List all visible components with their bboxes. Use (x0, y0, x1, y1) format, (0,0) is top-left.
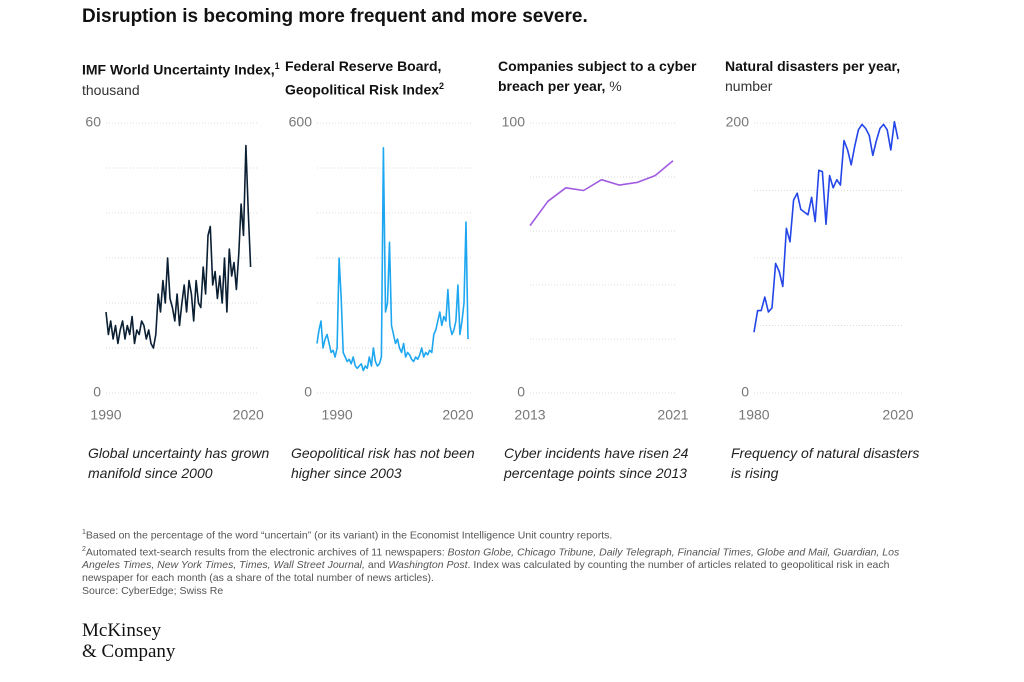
y-tick-label: 0 (517, 384, 525, 400)
data-line (753, 120, 899, 333)
logo: McKinsey & Company (82, 620, 175, 662)
x-tick-label: 2020 (442, 407, 473, 423)
y-tick-label: 0 (304, 384, 312, 400)
unit: number (725, 78, 773, 94)
caption: Cyber incidents have risen 24 percentage… (504, 445, 689, 481)
footnotes: 1Based on the percentage of the word “un… (82, 526, 922, 598)
x-tick-label: 1990 (90, 407, 121, 423)
x-tick-label: 2013 (514, 407, 545, 423)
logo-line: McKinsey (82, 620, 162, 641)
logo-line: & Company (82, 641, 176, 662)
note-ref: 1 (274, 61, 280, 71)
page-title: Disruption is becoming more frequent and… (82, 6, 588, 27)
footnote-mark: 2 (82, 545, 86, 553)
x-tick-label: 1990 (322, 407, 353, 423)
panel-title-text: Companies subject to a cyber breach per … (498, 58, 697, 94)
caption: Geopolitical risk has not been higher si… (291, 445, 475, 481)
panel-title-text: IMF World Uncertainty Index, (82, 61, 275, 78)
source: Source: CyberEdge; Swiss Re (82, 585, 224, 597)
footnote-text: Washington Post (388, 559, 468, 571)
footnote-text: Boston Globe, Chicago Tribune, Daily Tel… (82, 546, 900, 571)
footnote: 2Automated text-search results from the … (82, 543, 922, 586)
x-tick-label: 2020 (882, 407, 913, 423)
y-tick-label: 0 (93, 384, 101, 400)
data-line (316, 147, 469, 372)
footnote-text: Automated text-search results from the e… (85, 546, 448, 558)
panel-title: Natural disasters per year, number (725, 56, 935, 96)
panel-title: IMF World Uncertainty Index,1 thousand (82, 56, 292, 100)
y-tick-label: 60 (85, 114, 101, 130)
data-line (529, 160, 674, 227)
note-ref: 2 (439, 81, 445, 91)
panel-title: Companies subject to a cyber breach per … (498, 56, 708, 96)
caption: Global uncertainty has grown manifold si… (88, 445, 270, 481)
footnote-text: Based on the percentage of the word “unc… (85, 529, 613, 542)
footnote: 1Based on the percentage of the word “un… (82, 526, 922, 543)
footnote-text: . Index was calculated by counting the n… (82, 559, 890, 584)
y-tick-label: 100 (502, 114, 526, 130)
footnote-text: and (364, 559, 389, 571)
y-tick-label: 600 (289, 114, 313, 130)
unit: thousand (82, 81, 140, 98)
footnote-mark: 1 (82, 529, 86, 536)
x-tick-label: 2021 (657, 407, 688, 423)
panel-title: Federal Reserve Board, Geopolitical Risk… (285, 56, 495, 100)
unit: % (609, 78, 622, 94)
caption: Frequency of natural disasters is rising (731, 445, 920, 481)
y-tick-label: 200 (726, 114, 750, 130)
panel-title-text: Natural disasters per year, (725, 58, 901, 74)
x-tick-label: 2020 (233, 407, 264, 423)
y-tick-label: 0 (741, 384, 749, 400)
data-line (105, 144, 252, 349)
panel-title-text: Federal Reserve Board, Geopolitical Risk… (285, 58, 442, 98)
x-tick-label: 1980 (738, 407, 769, 423)
